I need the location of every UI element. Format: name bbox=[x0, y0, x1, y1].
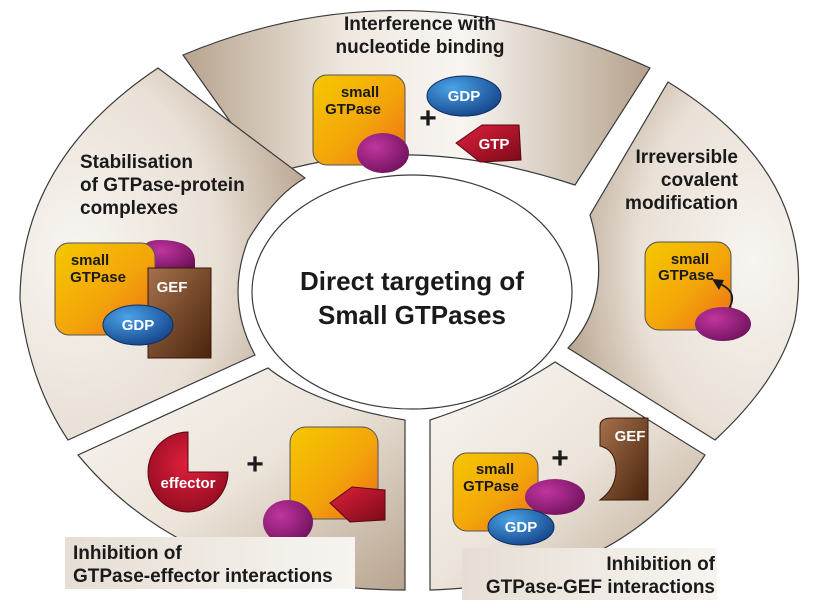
small-gtpase-block bbox=[644, 241, 732, 331]
label-box bbox=[65, 537, 355, 589]
gdp-label: GDP bbox=[448, 88, 481, 105]
top-label-line1: Interference with bbox=[344, 14, 496, 35]
magenta-subunit bbox=[143, 240, 195, 270]
magenta-subunit bbox=[357, 133, 409, 173]
effector-label: effector bbox=[160, 475, 215, 492]
gdp-ellipse bbox=[487, 508, 555, 546]
gtpase-label-line2: GTPase bbox=[463, 478, 519, 495]
gef-label: GEF bbox=[615, 428, 646, 445]
segment-bottom-left bbox=[77, 367, 406, 591]
plus-sign: + bbox=[246, 448, 264, 481]
gdp-label: GDP bbox=[505, 519, 538, 536]
right-label-line2: covalent bbox=[661, 170, 739, 191]
magenta-subunit bbox=[263, 500, 313, 544]
left-label-line1: Stabilisation bbox=[80, 152, 193, 173]
effector-shape bbox=[147, 431, 229, 513]
gtpase-label-line2: GTPase bbox=[325, 101, 381, 118]
center-ellipse bbox=[251, 174, 573, 410]
center-title-line1: Direct targeting of bbox=[300, 266, 524, 296]
gtpase-label-line2: GTPase bbox=[70, 269, 126, 286]
bottom-right-label-line1: Inhibition of bbox=[606, 554, 715, 575]
right-label-line1: Irreversible bbox=[636, 147, 738, 168]
bottom-left-label-line1: Inhibition of bbox=[73, 543, 182, 564]
left-label-line2: of GTPase-protein bbox=[80, 175, 245, 196]
gtpase-label-line1: small bbox=[71, 252, 109, 269]
center-title-line2: Small GTPases bbox=[318, 300, 506, 330]
label-box bbox=[462, 548, 717, 600]
bottom-left-label-line2: GTPase-effector interactions bbox=[73, 566, 333, 587]
right-label-line3: modification bbox=[625, 193, 738, 214]
top-label-line2: nucleotide binding bbox=[336, 37, 505, 58]
gef-block bbox=[598, 417, 649, 501]
gdp-ellipse bbox=[102, 304, 174, 346]
red-pentagon bbox=[329, 486, 386, 523]
gtp-pentagon bbox=[455, 124, 522, 163]
plus-sign: + bbox=[419, 102, 437, 135]
gdp-label: GDP bbox=[122, 317, 155, 334]
magenta-subunit bbox=[525, 479, 585, 515]
bottom-right-label-line2: GTPase-GEF interactions bbox=[486, 577, 715, 598]
gdp-ellipse bbox=[426, 75, 502, 117]
gtp-label: GTP bbox=[479, 136, 510, 153]
gef-label: GEF bbox=[157, 279, 188, 296]
left-label-line3: complexes bbox=[80, 198, 178, 219]
gtpase-label-line1: small bbox=[476, 461, 514, 478]
magenta-subunit bbox=[695, 307, 751, 341]
gtpase-label-line1: small bbox=[341, 84, 379, 101]
plus-sign: + bbox=[551, 442, 569, 475]
arrowhead-icon bbox=[712, 279, 724, 290]
gtpase-label-line2: GTPase bbox=[658, 267, 714, 284]
gtpase-label-line1: small bbox=[671, 251, 709, 268]
